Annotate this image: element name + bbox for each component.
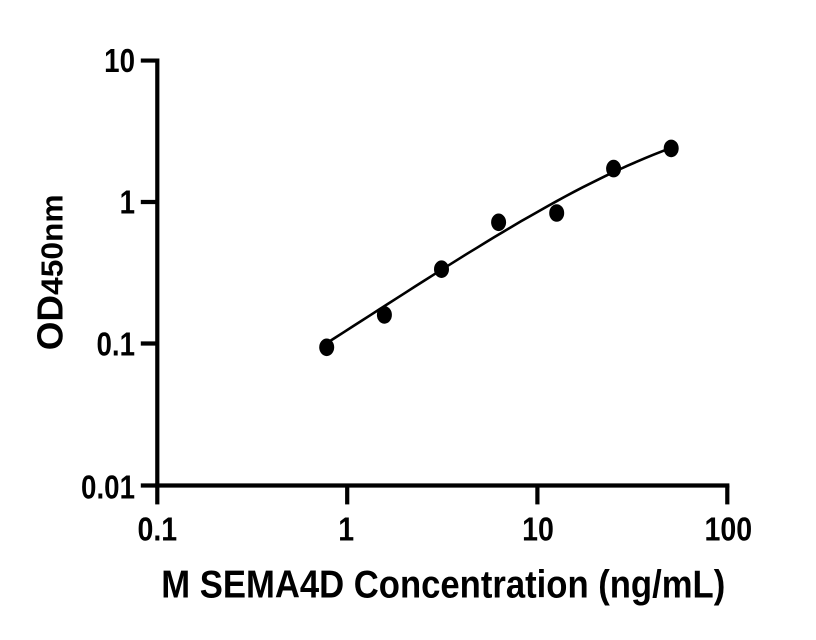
svg-text:10: 10 [104,43,135,80]
svg-text:1: 1 [338,511,354,548]
svg-text:10: 10 [522,511,554,548]
svg-text:M SEMA4D Concentration (ng/mL): M SEMA4D Concentration (ng/mL) [161,562,725,607]
svg-text:0.1: 0.1 [96,326,135,363]
svg-text:0.01: 0.01 [81,469,135,506]
svg-text:100: 100 [704,511,752,548]
svg-text:OD450nm: OD450nm [30,194,70,350]
svg-text:0.1: 0.1 [137,511,177,548]
svg-text:1: 1 [120,184,135,221]
